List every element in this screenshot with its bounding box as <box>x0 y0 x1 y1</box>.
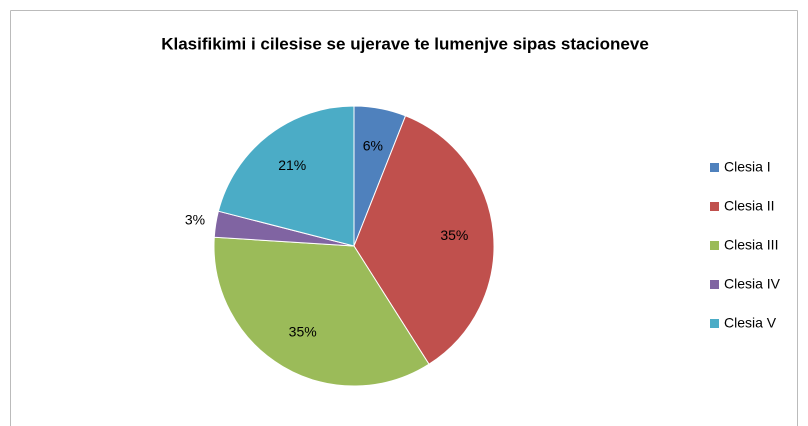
chart-title: Klasifikimi i cilesise se ujerave te lum… <box>161 34 649 53</box>
slice-label: 35% <box>440 227 468 243</box>
slice-label: 6% <box>363 138 383 154</box>
legend-swatch <box>710 241 719 250</box>
legend-label: Clesia III <box>724 237 778 253</box>
legend-swatch <box>710 202 719 211</box>
legend-label: Clesia IV <box>724 276 781 292</box>
slice-label: 3% <box>185 212 205 228</box>
slice-label: 35% <box>289 323 317 339</box>
legend-label: Clesia V <box>724 315 777 331</box>
pie-slice <box>353 115 495 365</box>
legend-swatch <box>710 319 719 328</box>
legend-swatch <box>710 163 719 172</box>
slice-label: 21% <box>278 157 306 173</box>
pie-slice <box>213 236 430 387</box>
pie-slice <box>217 105 355 247</box>
legend-swatch <box>710 280 719 289</box>
legend-label: Clesia I <box>724 159 771 175</box>
legend-label: Clesia II <box>724 198 775 214</box>
